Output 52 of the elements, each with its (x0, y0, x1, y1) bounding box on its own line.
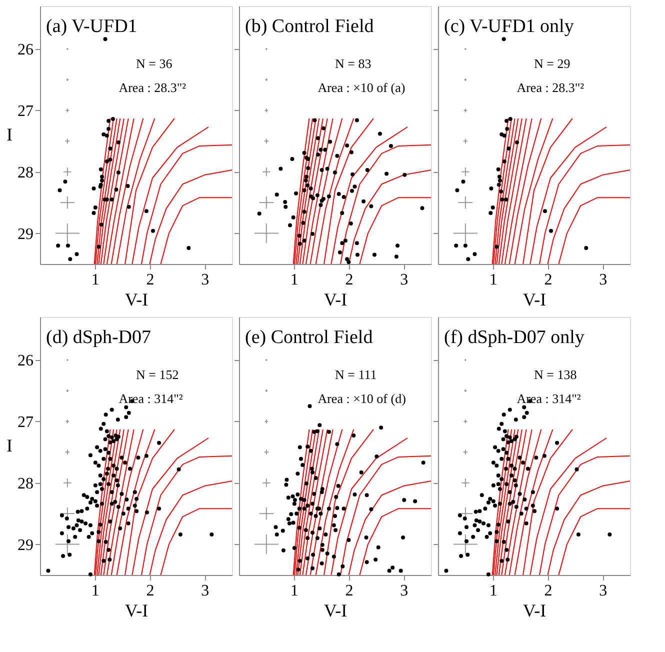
x-tick-label: 2 (544, 582, 552, 600)
x-tick-label: 1 (91, 272, 100, 288)
x-tick-label: 3 (201, 582, 210, 600)
text: (c) V-UFD1 only (444, 16, 574, 37)
y-tick-label: 27 (18, 414, 34, 431)
x-axis-title: V-I (124, 290, 148, 310)
annotation: Area : ×10 of (d) (318, 391, 406, 406)
y-tick-label: 29 (18, 226, 34, 243)
x-axis-title: V-I (124, 600, 148, 620)
x-tick-label: 2 (345, 272, 354, 288)
x-tick-label: 1 (489, 582, 498, 600)
annotation: Area : 28.3"² (118, 80, 186, 95)
x-tick-label: 1 (489, 272, 498, 288)
x-axis-title: V-I (324, 600, 348, 620)
x-tick-label: 3 (201, 272, 210, 288)
x-tick-label: 3 (400, 272, 408, 288)
x-tick-label: 2 (345, 582, 354, 600)
text: (a) V-UFD1 (46, 16, 138, 37)
y-tick-label: 26 (18, 42, 34, 58)
annotation: N = 138 (534, 367, 577, 382)
text: (e) Control Field (245, 327, 374, 348)
x-tick-label: 1 (290, 272, 298, 288)
y-tick-label: 27 (18, 102, 34, 120)
x-tick-label: 3 (599, 582, 608, 600)
x-axis-title: V-I (522, 600, 546, 620)
annotation: Area : 28.3"² (516, 80, 584, 95)
annotation: Area : 314"² (118, 391, 183, 406)
x-tick-label: 1 (290, 582, 298, 600)
y-axis-title: I (6, 436, 12, 456)
annotation: N = 36 (136, 56, 173, 71)
annotation: N = 111 (335, 367, 377, 382)
text: (d) dSph-D07 (46, 327, 152, 348)
annotation: N = 83 (335, 56, 372, 71)
y-tick-label: 28 (18, 164, 34, 182)
y-tick-label: 26 (18, 352, 34, 370)
x-tick-label: 2 (146, 582, 154, 600)
annotation: Area : ×10 of (a) (318, 80, 406, 95)
x-tick-label: 2 (146, 272, 154, 288)
text: (b) Control Field (245, 16, 374, 37)
x-tick-label: 1 (91, 582, 100, 600)
x-axis-title: V-I (522, 290, 546, 310)
x-tick-label: 2 (544, 272, 552, 288)
x-axis-title: V-I (324, 290, 348, 310)
y-axis-title: I (6, 124, 12, 144)
annotation: Area : 314"² (516, 391, 581, 406)
annotation: N = 152 (136, 367, 179, 382)
text: (f) dSph-D07 only (444, 327, 585, 348)
annotation: N = 29 (534, 56, 570, 71)
y-tick-label: 28 (18, 475, 34, 492)
x-tick-label: 3 (400, 582, 408, 600)
x-tick-label: 3 (599, 272, 608, 288)
y-tick-label: 29 (18, 536, 34, 554)
